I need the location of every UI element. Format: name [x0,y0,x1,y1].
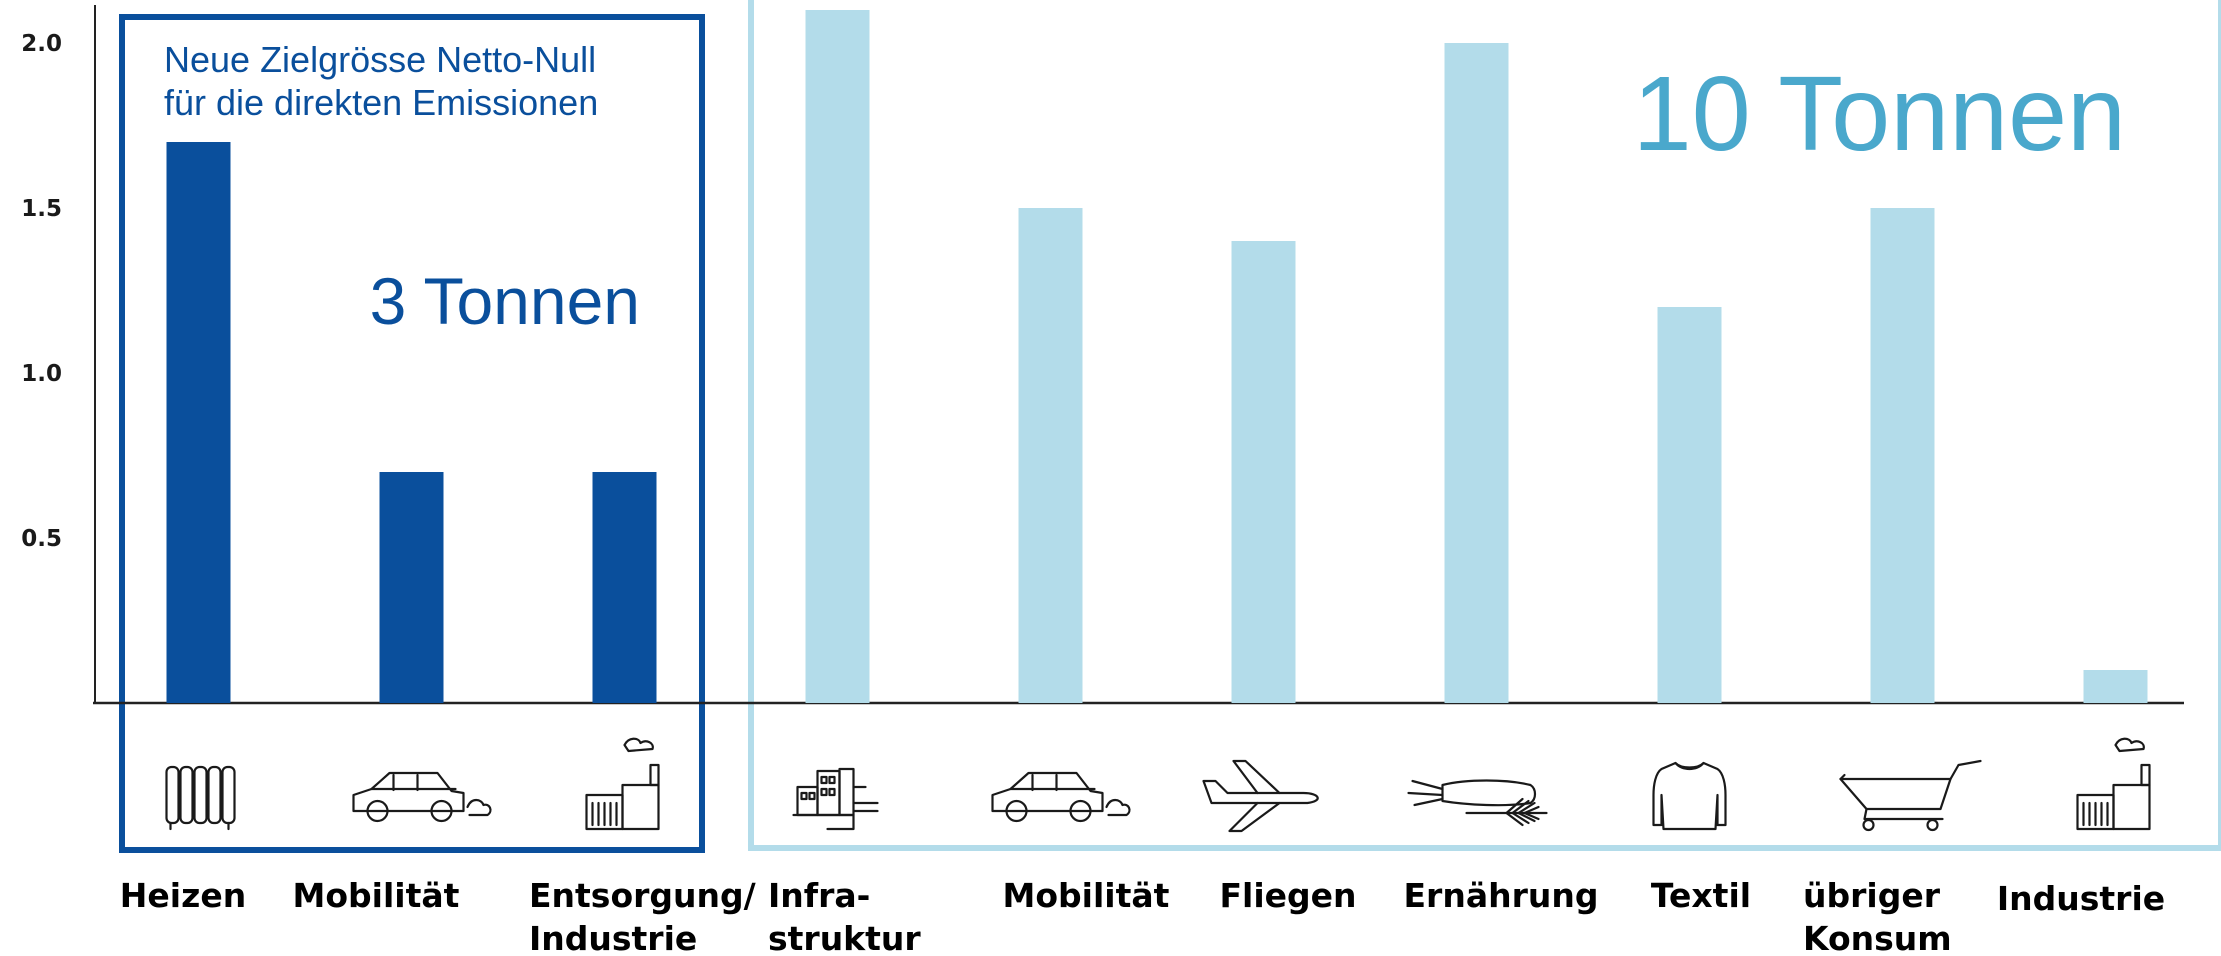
bar [592,472,657,703]
radiator-icon [165,765,236,831]
category-label: Textil [1651,876,1751,915]
y-tick-label: 0.5 [21,526,62,552]
sweater-icon [1652,761,1727,831]
bar [166,142,231,703]
car-icon [991,771,1131,823]
bar [805,10,870,703]
factory-icon [585,737,660,831]
direct-emissions-frame [119,14,705,853]
y-tick-label: 1.5 [21,196,62,222]
category-label: übriger Konsum [1803,876,1952,956]
y-tick-label: 1.0 [21,361,62,387]
y-tick-labels: 0.5 1.0 1.5 2.0 [21,31,62,552]
bar [1657,307,1722,703]
category-labels: Heizen Mobilität Entsorgung/IndustrieInfra… [120,876,2165,956]
bar [379,472,444,703]
direct-note-line2: für die direkten Emissionen [164,82,598,123]
car-icon [352,771,492,823]
category-label: Ernährung [1404,876,1599,915]
category-label: Fliegen [1219,876,1356,915]
category-label: Infra-struktur [768,876,921,956]
bar [2083,670,2148,703]
direct-total-label: 3 Tonnen [370,264,640,338]
bars [166,10,2148,703]
indirect-total-label: 10 Tonnen [1633,55,2126,173]
category-label: Entsorgung/Industrie [529,876,757,956]
category-label: Industrie [1997,879,2165,918]
bar [1870,208,1935,703]
bar [1231,241,1296,703]
y-tick-label: 2.0 [21,31,62,57]
indirect-emissions-frame [748,0,2221,851]
bar [1444,43,1509,703]
category-label: Heizen [120,876,246,915]
airplane-icon [1202,759,1319,833]
buildings-icon [792,767,879,831]
direct-note-line1: Neue Zielgrösse Netto-Null [164,39,596,80]
category-label: Mobilität [293,876,460,915]
factory-icon [2076,737,2151,831]
category-label: Mobilität [1003,876,1170,915]
category-icons [165,737,2151,833]
shopping-cart-icon [1839,759,1982,832]
carrot-wheat-icon [1407,779,1548,827]
bar [1018,208,1083,703]
